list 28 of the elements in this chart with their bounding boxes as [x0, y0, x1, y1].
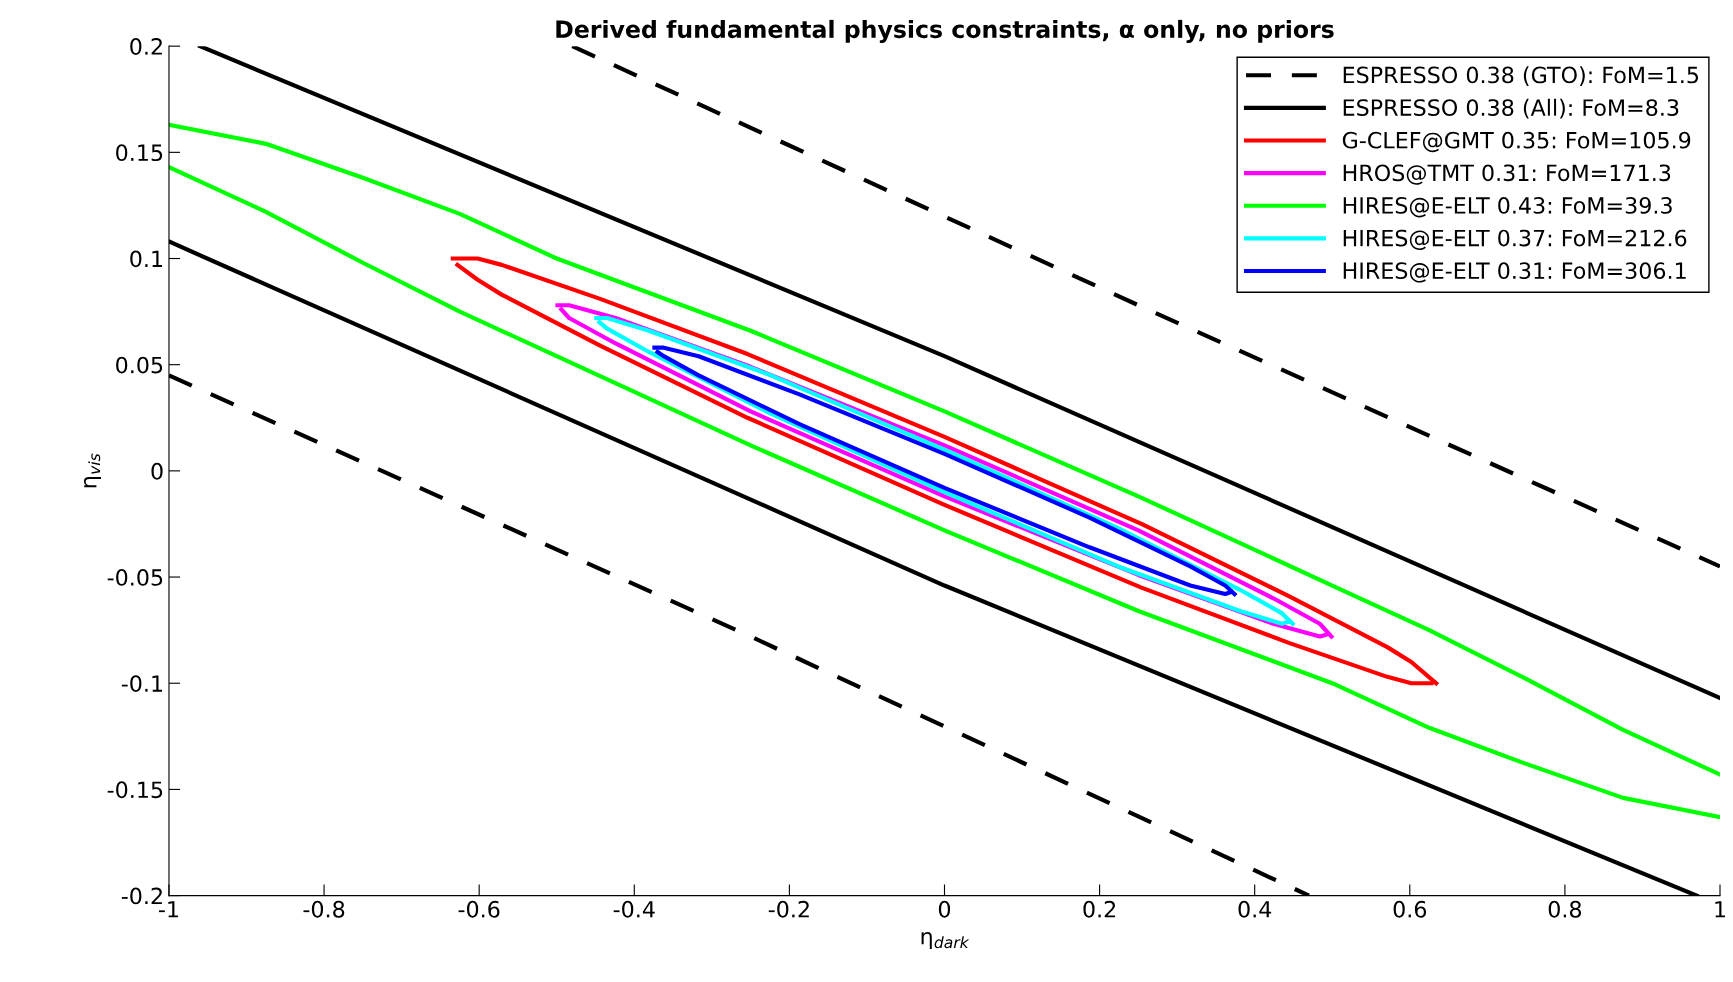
y-tick-label: 0.2: [130, 38, 162, 55]
x-tick-label: -0.4: [613, 900, 655, 918]
x-tick-label: -0.8: [303, 900, 345, 918]
y-tick-label: 0.1: [130, 250, 163, 268]
legend-label: HIRES@E-ELT 0.37: FoM=212.6: [1343, 229, 1687, 250]
y-tick-label: -0.15: [107, 781, 163, 799]
chart-title: Derived fundamental physics constraints, α only, no priors: [556, 19, 1334, 43]
legend-label: HIRES@E-ELT 0.43: FoM=39.3: [1343, 197, 1672, 218]
x-tick-label: 0.6: [1393, 900, 1427, 918]
x-axis-title: η$_{dark}$: [921, 931, 970, 949]
x-tick-label: 1: [1715, 901, 1726, 918]
y-tick-label: 0: [151, 462, 163, 480]
y-tick-label: -0.05: [107, 569, 163, 586]
legend-label: ESPRESSO 0.38 (GTO): FoM=1.5: [1343, 66, 1699, 86]
legend-label: ESPRESSO 0.38 (All): FoM=8.3: [1343, 98, 1679, 119]
legend-label: G-CLEF@GMT 0.35: FoM=105.9: [1342, 131, 1691, 153]
y-tick-label: 0.05: [116, 356, 163, 374]
x-tick-label: -0.2: [768, 900, 809, 918]
y-axis-title: η$_{vis}$: [83, 453, 102, 488]
legend-label: HROS@TMT 0.31: FoM=171.3: [1343, 164, 1671, 185]
x-tick-label: 0: [938, 900, 951, 918]
x-tick-label: 0.8: [1548, 900, 1582, 918]
x-tick-label: 0.2: [1083, 900, 1116, 918]
x-tick-label: 0.4: [1238, 900, 1272, 918]
y-tick-label: -0.1: [121, 675, 163, 692]
legend-label: HIRES@E-ELT 0.31: FoM=306.1: [1343, 262, 1686, 283]
x-tick-label: -0.6: [458, 900, 500, 918]
y-tick-label: 0.15: [116, 144, 163, 162]
